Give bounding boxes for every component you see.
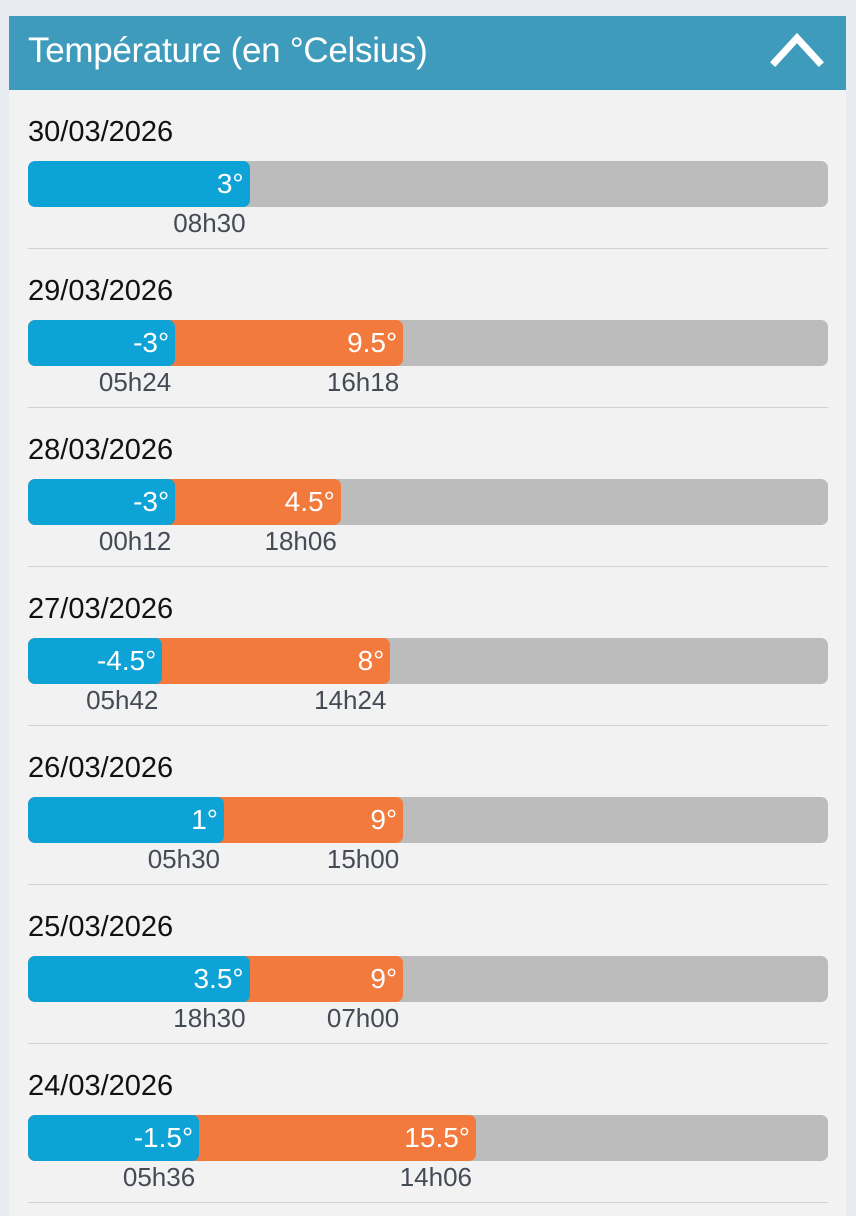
min-time: 18h30 bbox=[173, 1003, 246, 1033]
min-temperature-segment: -4.5° bbox=[28, 638, 163, 684]
min-temperature-segment: -3° bbox=[28, 479, 176, 525]
day-date: 30/03/2026 bbox=[28, 116, 174, 148]
day-row: 28/03/2026 -3° 4.5° 00h12 18h06 bbox=[28, 408, 828, 567]
max-time: 14h06 bbox=[399, 1162, 472, 1192]
temperature-panel: Température (en °Celsius) 30/03/2026 3° 0… bbox=[9, 16, 846, 1216]
min-time: 05h36 bbox=[122, 1162, 196, 1192]
day-date: 25/03/2026 bbox=[28, 911, 174, 943]
temperature-bar: -4.5° 8° bbox=[28, 638, 828, 684]
temperature-bar: 3° bbox=[28, 161, 828, 207]
temperature-bar: -3° 4.5° bbox=[28, 479, 828, 525]
day-list: 30/03/2026 3° 08h30 29/03/2026 -3° 9.5° 05h2… bbox=[28, 90, 828, 1203]
temperature-bar: -3° 9.5° bbox=[28, 320, 828, 366]
min-temperature-segment: 3° bbox=[28, 161, 250, 207]
panel-title: Température (en °Celsius) bbox=[28, 31, 428, 70]
min-time: 00h12 bbox=[98, 526, 172, 556]
temperature-bar: 3.5° 9° bbox=[28, 956, 828, 1002]
max-time: 18h06 bbox=[264, 526, 337, 556]
min-time: 05h30 bbox=[147, 844, 220, 874]
day-date: 24/03/2026 bbox=[28, 1070, 174, 1102]
day-row: 24/03/2026 -1.5° 15.5° 05h36 14h06 bbox=[28, 1044, 828, 1203]
day-date: 29/03/2026 bbox=[28, 275, 174, 307]
min-temperature-segment: -3° bbox=[28, 320, 176, 366]
min-time: 05h42 bbox=[86, 685, 159, 715]
max-time: 07h00 bbox=[326, 1003, 400, 1033]
min-time: 08h30 bbox=[173, 208, 246, 238]
chevron-up-icon[interactable] bbox=[770, 30, 824, 70]
day-date: 28/03/2026 bbox=[28, 434, 174, 466]
max-time: 14h24 bbox=[314, 685, 387, 715]
day-row: 25/03/2026 3.5° 9° 18h30 07h00 bbox=[28, 885, 828, 1044]
day-date: 26/03/2026 bbox=[28, 752, 174, 784]
max-time: 15h00 bbox=[326, 844, 400, 874]
panel-header[interactable]: Température (en °Celsius) bbox=[9, 16, 846, 90]
day-row: 26/03/2026 1° 9° 05h30 15h00 bbox=[28, 726, 828, 885]
max-time: 16h18 bbox=[326, 367, 400, 397]
min-time: 05h24 bbox=[98, 367, 172, 397]
min-temperature-segment: -1.5° bbox=[28, 1115, 200, 1161]
temperature-bar: -1.5° 15.5° bbox=[28, 1115, 828, 1161]
day-date: 27/03/2026 bbox=[28, 593, 174, 625]
day-row: 29/03/2026 -3° 9.5° 05h24 16h18 bbox=[28, 249, 828, 408]
min-temperature-segment: 1° bbox=[28, 797, 224, 843]
day-row: 27/03/2026 -4.5° 8° 05h42 14h24 bbox=[28, 567, 828, 726]
temperature-bar: 1° 9° bbox=[28, 797, 828, 843]
min-temperature-segment: 3.5° bbox=[28, 956, 250, 1002]
day-row: 30/03/2026 3° 08h30 bbox=[28, 90, 828, 249]
